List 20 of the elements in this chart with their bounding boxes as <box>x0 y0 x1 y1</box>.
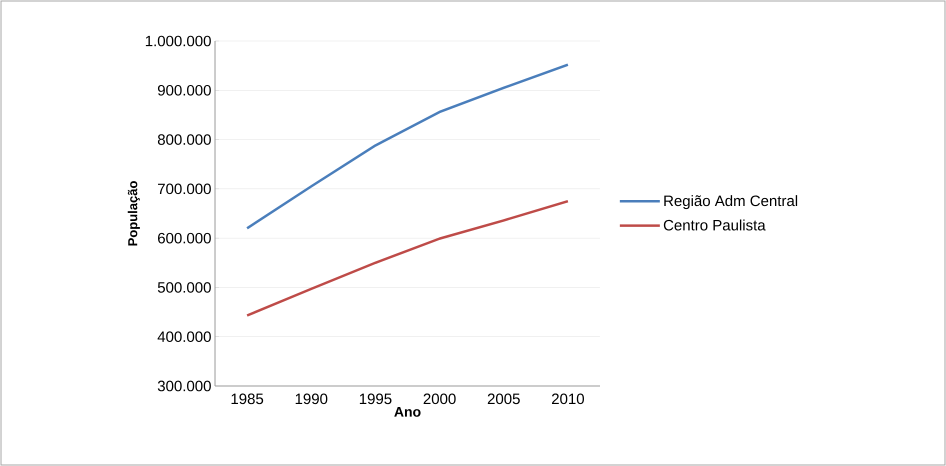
y-tick-label: 700.000 <box>158 184 211 194</box>
y-axis-title: População <box>128 181 140 246</box>
y-tick-label: 800.000 <box>158 134 211 145</box>
line-series <box>246 63 570 230</box>
legend-label: Centro Paulista <box>664 219 766 231</box>
y-tick-label: 900.000 <box>158 84 211 96</box>
line-series <box>246 200 570 317</box>
x-tick-label: 1995 <box>360 394 392 404</box>
y-tick-label: 400.000 <box>158 331 211 342</box>
x-tick-label: 1990 <box>296 394 328 404</box>
legend-label: Região Adm Central <box>664 195 798 210</box>
x-tick-label: 2000 <box>424 394 456 404</box>
x-tick-label: 2010 <box>552 394 584 404</box>
x-axis-title: Ano <box>394 407 421 417</box>
y-tick-label: 1.000.000 <box>146 36 211 46</box>
y-tick-label: 500.000 <box>158 282 211 293</box>
x-tick-label: 1985 <box>232 394 264 404</box>
x-tick-label: 2005 <box>488 394 520 404</box>
y-tick-label: 600.000 <box>158 232 211 244</box>
y-tick-label: 300.000 <box>158 380 211 392</box>
